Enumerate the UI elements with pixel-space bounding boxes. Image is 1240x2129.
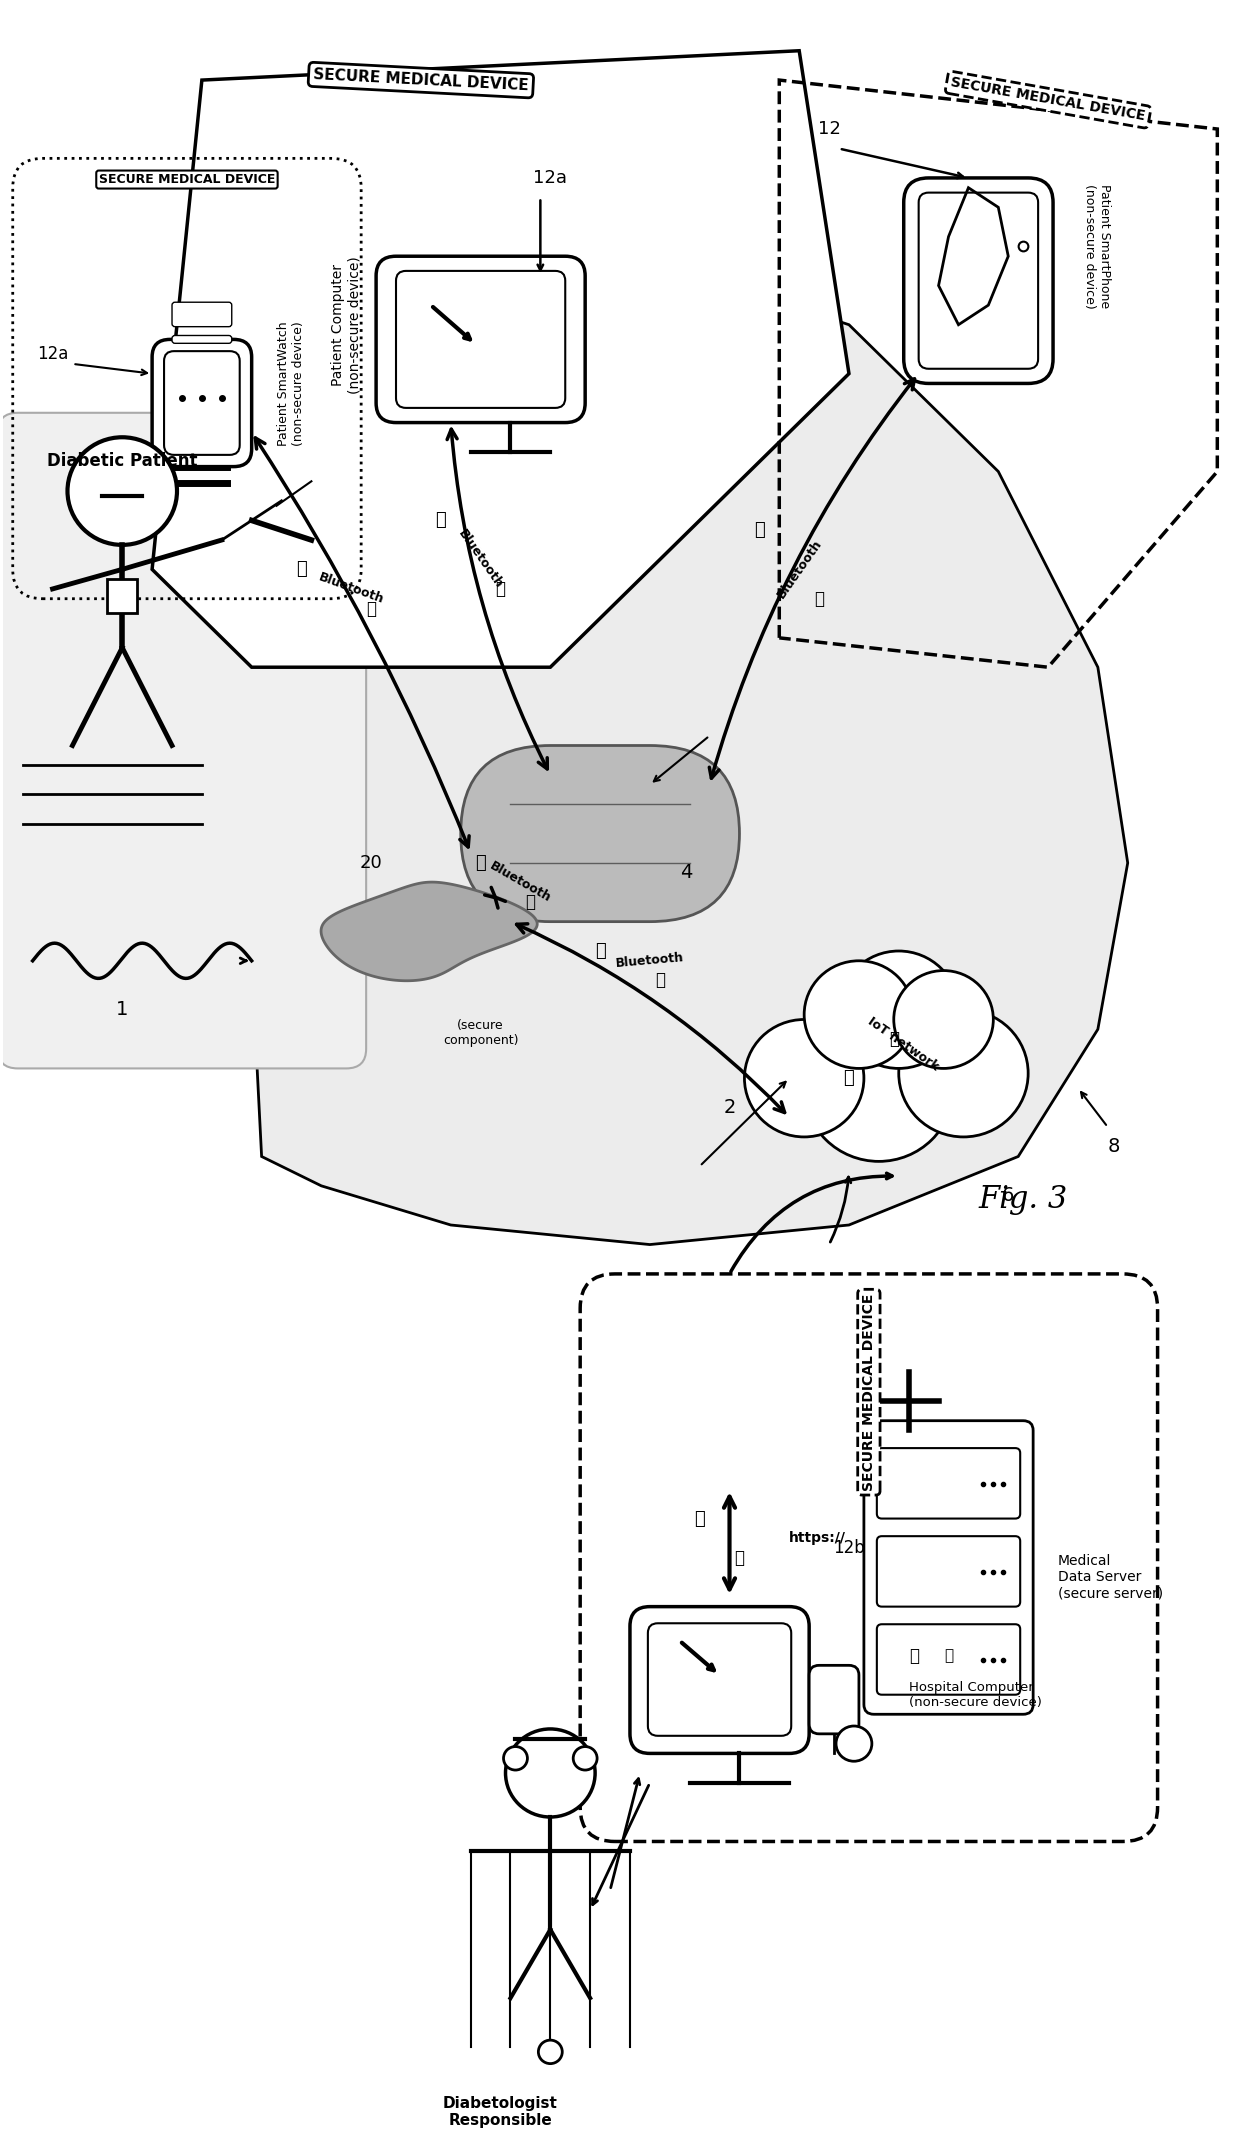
Text: SECURE MEDICAL DEVICE: SECURE MEDICAL DEVICE [312,66,529,94]
FancyBboxPatch shape [904,179,1053,383]
Text: Fig. 3: Fig. 3 [978,1184,1068,1216]
Text: SECURE MEDICAL DEVICE: SECURE MEDICAL DEVICE [99,172,275,185]
Polygon shape [321,881,537,981]
Text: Diabetic Patient: Diabetic Patient [47,451,197,471]
Text: 🔑: 🔑 [889,1030,899,1047]
Circle shape [894,971,993,1069]
Text: 20: 20 [360,854,382,873]
Text: 🔑: 🔑 [815,590,825,607]
Text: 🔑: 🔑 [944,1648,954,1663]
Text: 8: 8 [1107,1137,1120,1156]
Text: 🔑: 🔑 [496,579,506,598]
Text: Patient Computer
(non-secure device): Patient Computer (non-secure device) [331,255,361,394]
Text: 🔑: 🔑 [526,892,536,911]
Text: 12a: 12a [533,168,568,187]
Text: Bluetooth: Bluetooth [774,537,825,600]
Text: 12b: 12b [833,1539,864,1556]
Circle shape [67,436,177,545]
Circle shape [899,1009,1028,1137]
Text: 🔑: 🔑 [655,971,665,990]
Text: 🔒: 🔒 [296,560,306,579]
Circle shape [839,952,959,1069]
Bar [108,579,138,613]
Text: 🔒: 🔒 [435,511,446,530]
Text: Patient SmartWatch
(non-secure device): Patient SmartWatch (non-secure device) [277,321,305,445]
Text: 12a: 12a [37,345,68,364]
FancyBboxPatch shape [810,1665,859,1733]
FancyBboxPatch shape [172,336,232,343]
Circle shape [836,1727,872,1761]
Circle shape [538,2040,562,2063]
Text: 🔒: 🔒 [843,1069,854,1088]
Text: Medical
Data Server
(secure server): Medical Data Server (secure server) [1058,1554,1163,1601]
Circle shape [573,1746,598,1769]
Polygon shape [252,277,1127,1245]
Text: 4: 4 [680,862,692,881]
Text: Bluetooth: Bluetooth [455,528,506,592]
Text: 🔒: 🔒 [909,1646,919,1665]
FancyBboxPatch shape [580,1273,1158,1842]
Text: Patient SmartPhone
(non-secure device): Patient SmartPhone (non-secure device) [1083,183,1111,309]
Polygon shape [153,51,849,666]
FancyBboxPatch shape [172,302,232,326]
Text: Hospital Computer
(non-secure device): Hospital Computer (non-secure device) [909,1680,1042,1710]
Text: 🔑: 🔑 [366,600,376,617]
Text: (secure
component): (secure component) [443,1020,518,1047]
Text: SECURE MEDICAL DEVICE: SECURE MEDICAL DEVICE [950,77,1147,123]
FancyBboxPatch shape [864,1420,1033,1714]
Circle shape [506,1729,595,1816]
Circle shape [503,1746,527,1769]
FancyBboxPatch shape [396,270,565,409]
FancyBboxPatch shape [877,1537,1021,1607]
Text: 1: 1 [117,1001,129,1020]
Text: 2: 2 [723,1099,735,1118]
Text: SECURE MEDICAL DEVICE: SECURE MEDICAL DEVICE [862,1294,875,1490]
FancyBboxPatch shape [877,1624,1021,1695]
FancyBboxPatch shape [877,1448,1021,1518]
FancyBboxPatch shape [919,192,1038,368]
Text: 🔑: 🔑 [734,1548,744,1567]
Text: 🔒: 🔒 [595,941,605,960]
Text: https://: https:// [789,1531,846,1546]
Text: 12: 12 [817,119,841,138]
Circle shape [805,960,914,1069]
FancyBboxPatch shape [461,745,739,922]
Text: 🔒: 🔒 [475,854,486,873]
FancyBboxPatch shape [630,1607,810,1754]
Text: IoT network: IoT network [866,1016,941,1073]
FancyBboxPatch shape [0,413,366,1069]
FancyBboxPatch shape [153,339,252,466]
Text: Bluetooth: Bluetooth [615,952,684,971]
FancyBboxPatch shape [647,1622,791,1735]
FancyBboxPatch shape [376,255,585,422]
Text: 🔒: 🔒 [754,522,765,539]
Circle shape [744,1020,864,1137]
Circle shape [805,1016,954,1162]
FancyBboxPatch shape [164,351,239,456]
Text: 6: 6 [1002,1186,1014,1205]
Text: Diabetologist
Responsible: Diabetologist Responsible [443,2095,558,2129]
Text: 🔒: 🔒 [694,1509,706,1529]
Text: Bluetooth: Bluetooth [316,571,386,607]
Text: Bluetooth: Bluetooth [487,860,553,905]
